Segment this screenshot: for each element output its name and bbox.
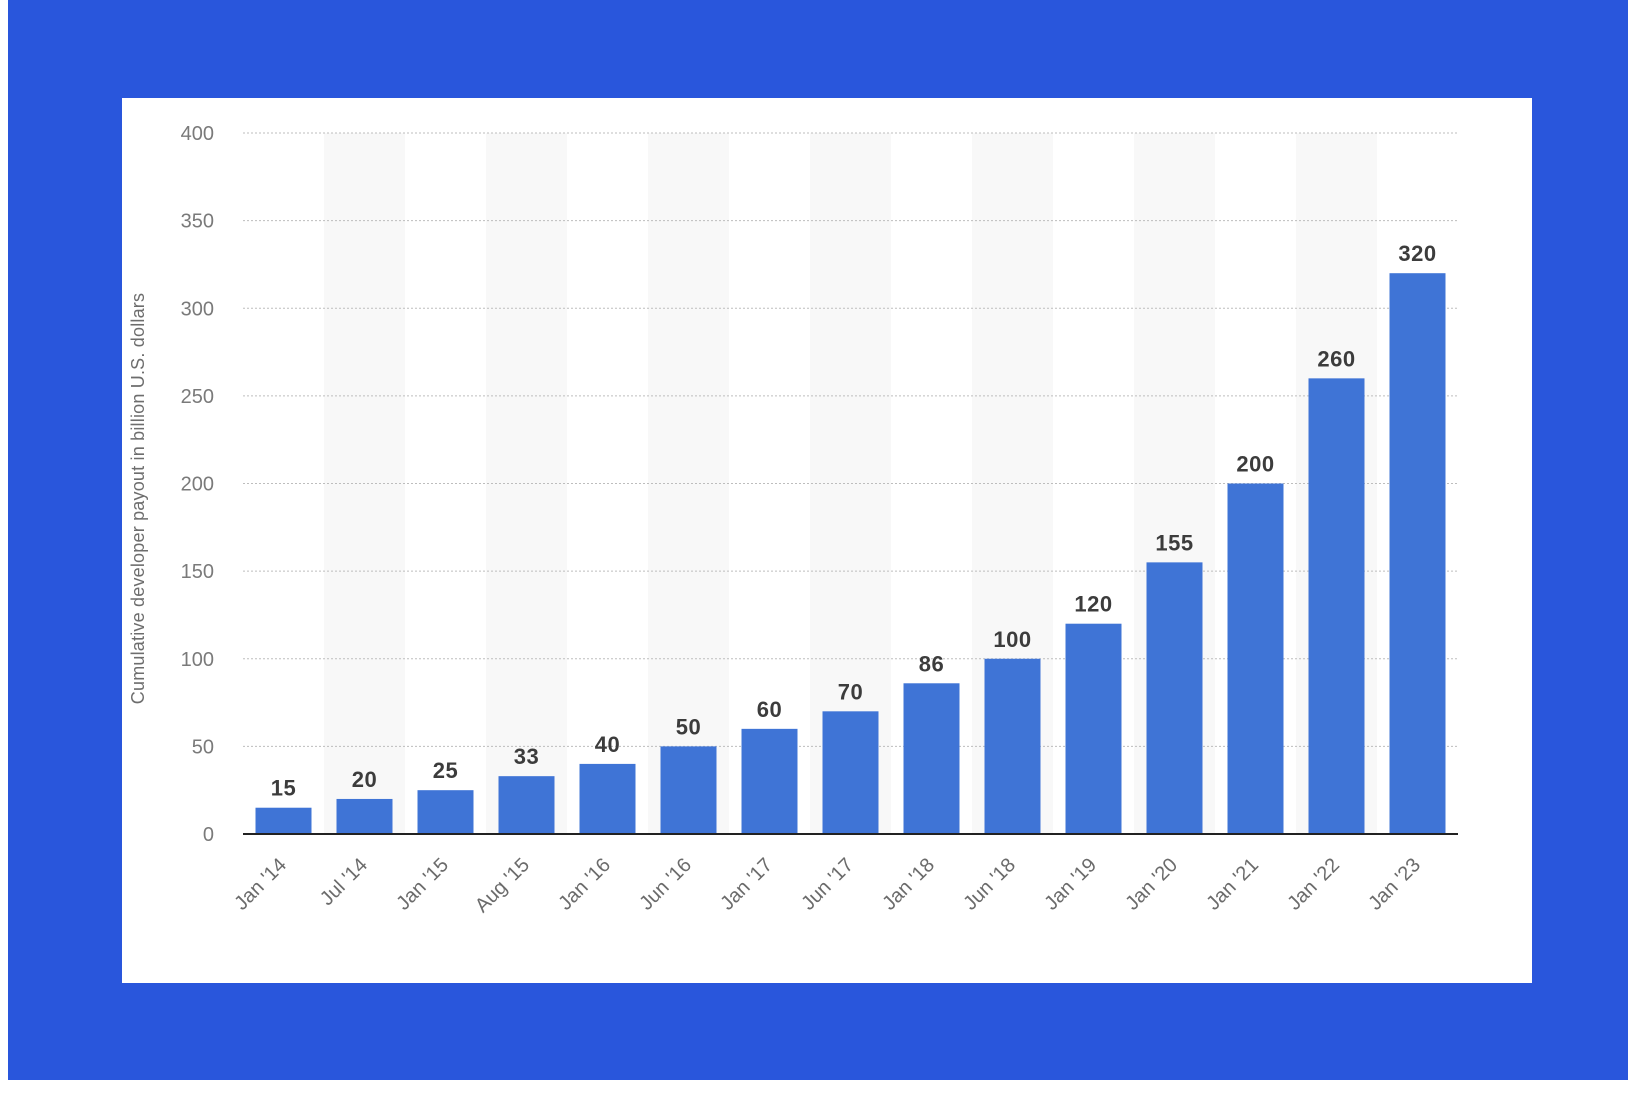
x-tick-label: Jan '21 (1202, 854, 1263, 915)
page-frame: Cumulative developer payout in billion U… (8, 0, 1628, 1080)
data-label: 25 (433, 758, 458, 783)
bar[interactable] (741, 728, 798, 834)
data-label: 33 (514, 744, 539, 769)
data-label: 60 (757, 697, 782, 722)
data-label: 155 (1155, 530, 1193, 555)
bar[interactable] (1065, 623, 1122, 834)
bar[interactable] (1227, 483, 1284, 835)
bar[interactable] (255, 807, 312, 834)
x-tick-label: Jan '20 (1121, 854, 1182, 915)
data-label: 120 (1074, 592, 1112, 617)
y-tick-label: 100 (181, 649, 214, 671)
data-label: 70 (838, 679, 863, 704)
data-label: 86 (919, 651, 944, 676)
data-label: 200 (1236, 452, 1274, 477)
data-label: 20 (352, 767, 377, 792)
bar[interactable] (822, 711, 879, 834)
bar[interactable] (336, 798, 393, 834)
y-tick-label: 350 (181, 211, 214, 233)
x-tick-label: Jan '19 (1040, 854, 1101, 915)
data-label: 100 (993, 627, 1031, 652)
bar[interactable] (984, 658, 1041, 834)
x-tick-label: Jan '16 (554, 854, 615, 915)
x-tick-label: Jun '17 (797, 854, 858, 915)
y-tick-label: 50 (192, 736, 214, 758)
chart-card: Cumulative developer payout in billion U… (122, 98, 1532, 983)
bar[interactable] (417, 790, 474, 834)
y-tick-label: 200 (181, 474, 214, 496)
x-tick-label: Jun '18 (959, 854, 1020, 915)
x-tick-label: Jul '14 (316, 854, 372, 910)
bar[interactable] (579, 763, 636, 834)
y-tick-label: 0 (203, 824, 214, 846)
bar-chart: 0 50 100 150 200 250 300 350 400 15 20 25 33 40 50 60 7… (181, 123, 1458, 917)
bar[interactable] (903, 683, 960, 834)
x-tick-label: Jan '18 (878, 854, 939, 915)
x-tick-label: Aug '15 (471, 854, 534, 917)
bar[interactable] (660, 746, 717, 834)
x-tick-label: Jan '15 (392, 854, 453, 915)
bar[interactable] (498, 776, 555, 834)
background-band (486, 133, 567, 834)
x-tick-label: Jan '23 (1364, 854, 1425, 915)
x-tick-label: Jan '17 (716, 854, 777, 915)
data-label: 260 (1317, 346, 1355, 371)
bar[interactable] (1389, 273, 1446, 834)
y-tick-label: 150 (181, 561, 214, 583)
y-tick-label: 400 (181, 123, 214, 145)
x-tick-label: Jan '14 (230, 854, 291, 915)
y-tick-label: 300 (181, 298, 214, 320)
bar[interactable] (1308, 378, 1365, 834)
data-label: 15 (271, 776, 296, 801)
data-label: 40 (595, 732, 620, 757)
data-label: 50 (676, 714, 701, 739)
data-label: 320 (1398, 241, 1436, 266)
bar[interactable] (1146, 562, 1203, 834)
y-tick-label: 250 (181, 386, 214, 408)
x-tick-label: Jan '22 (1283, 854, 1344, 915)
x-tick-label: Jun '16 (635, 854, 696, 915)
